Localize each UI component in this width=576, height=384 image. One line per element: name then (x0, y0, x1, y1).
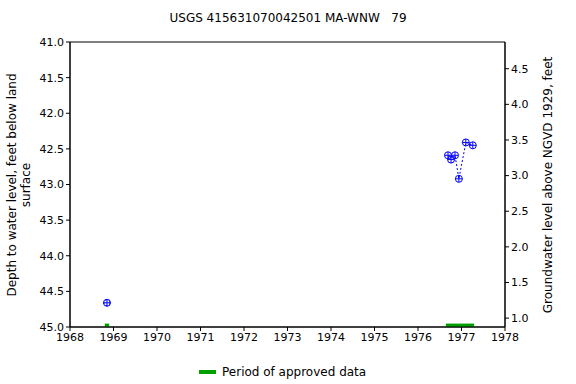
svg-text:1978: 1978 (491, 331, 519, 344)
svg-text:Groundwater level above NGVD 1: Groundwater level above NGVD 1929, feet (541, 56, 555, 313)
svg-text:1969: 1969 (100, 331, 128, 344)
svg-text:1976: 1976 (404, 331, 432, 344)
svg-text:43.5: 43.5 (40, 214, 65, 227)
svg-text:4.5: 4.5 (511, 63, 529, 76)
svg-text:1972: 1972 (230, 331, 258, 344)
svg-text:1973: 1973 (274, 331, 302, 344)
svg-text:Depth to water level, feet bel: Depth to water level, feet below land (8, 73, 19, 296)
svg-text:41.5: 41.5 (40, 72, 65, 85)
svg-text:surface: surface (19, 163, 33, 207)
svg-text:2.5: 2.5 (511, 205, 529, 218)
svg-text:2.0: 2.0 (511, 241, 529, 254)
svg-text:43.0: 43.0 (40, 178, 65, 191)
svg-text:USGS 415631070042501 MA-WNW: USGS 415631070042501 MA-WNW 79 (169, 11, 406, 25)
svg-text:42.0: 42.0 (40, 107, 65, 120)
svg-text:45.0: 45.0 (40, 321, 65, 334)
svg-text:3.0: 3.0 (511, 169, 529, 182)
svg-text:1.5: 1.5 (511, 276, 529, 289)
svg-text:1968: 1968 (56, 330, 84, 344)
svg-text:1971: 1971 (187, 331, 215, 344)
svg-text:42.5: 42.5 (40, 143, 65, 156)
svg-text:41.0: 41.0 (40, 36, 65, 49)
svg-text:1975: 1975 (361, 331, 389, 344)
svg-text:1970: 1970 (143, 331, 171, 344)
svg-text:4.0: 4.0 (511, 98, 529, 111)
svg-text:Period of approved data: Period of approved data (222, 365, 366, 379)
svg-text:3.5: 3.5 (511, 134, 529, 147)
svg-text:1.0: 1.0 (511, 312, 529, 325)
svg-text:1974: 1974 (317, 331, 345, 344)
svg-text:44.0: 44.0 (40, 250, 65, 263)
svg-text:1977: 1977 (448, 331, 476, 344)
svg-text:44.5: 44.5 (40, 285, 65, 298)
